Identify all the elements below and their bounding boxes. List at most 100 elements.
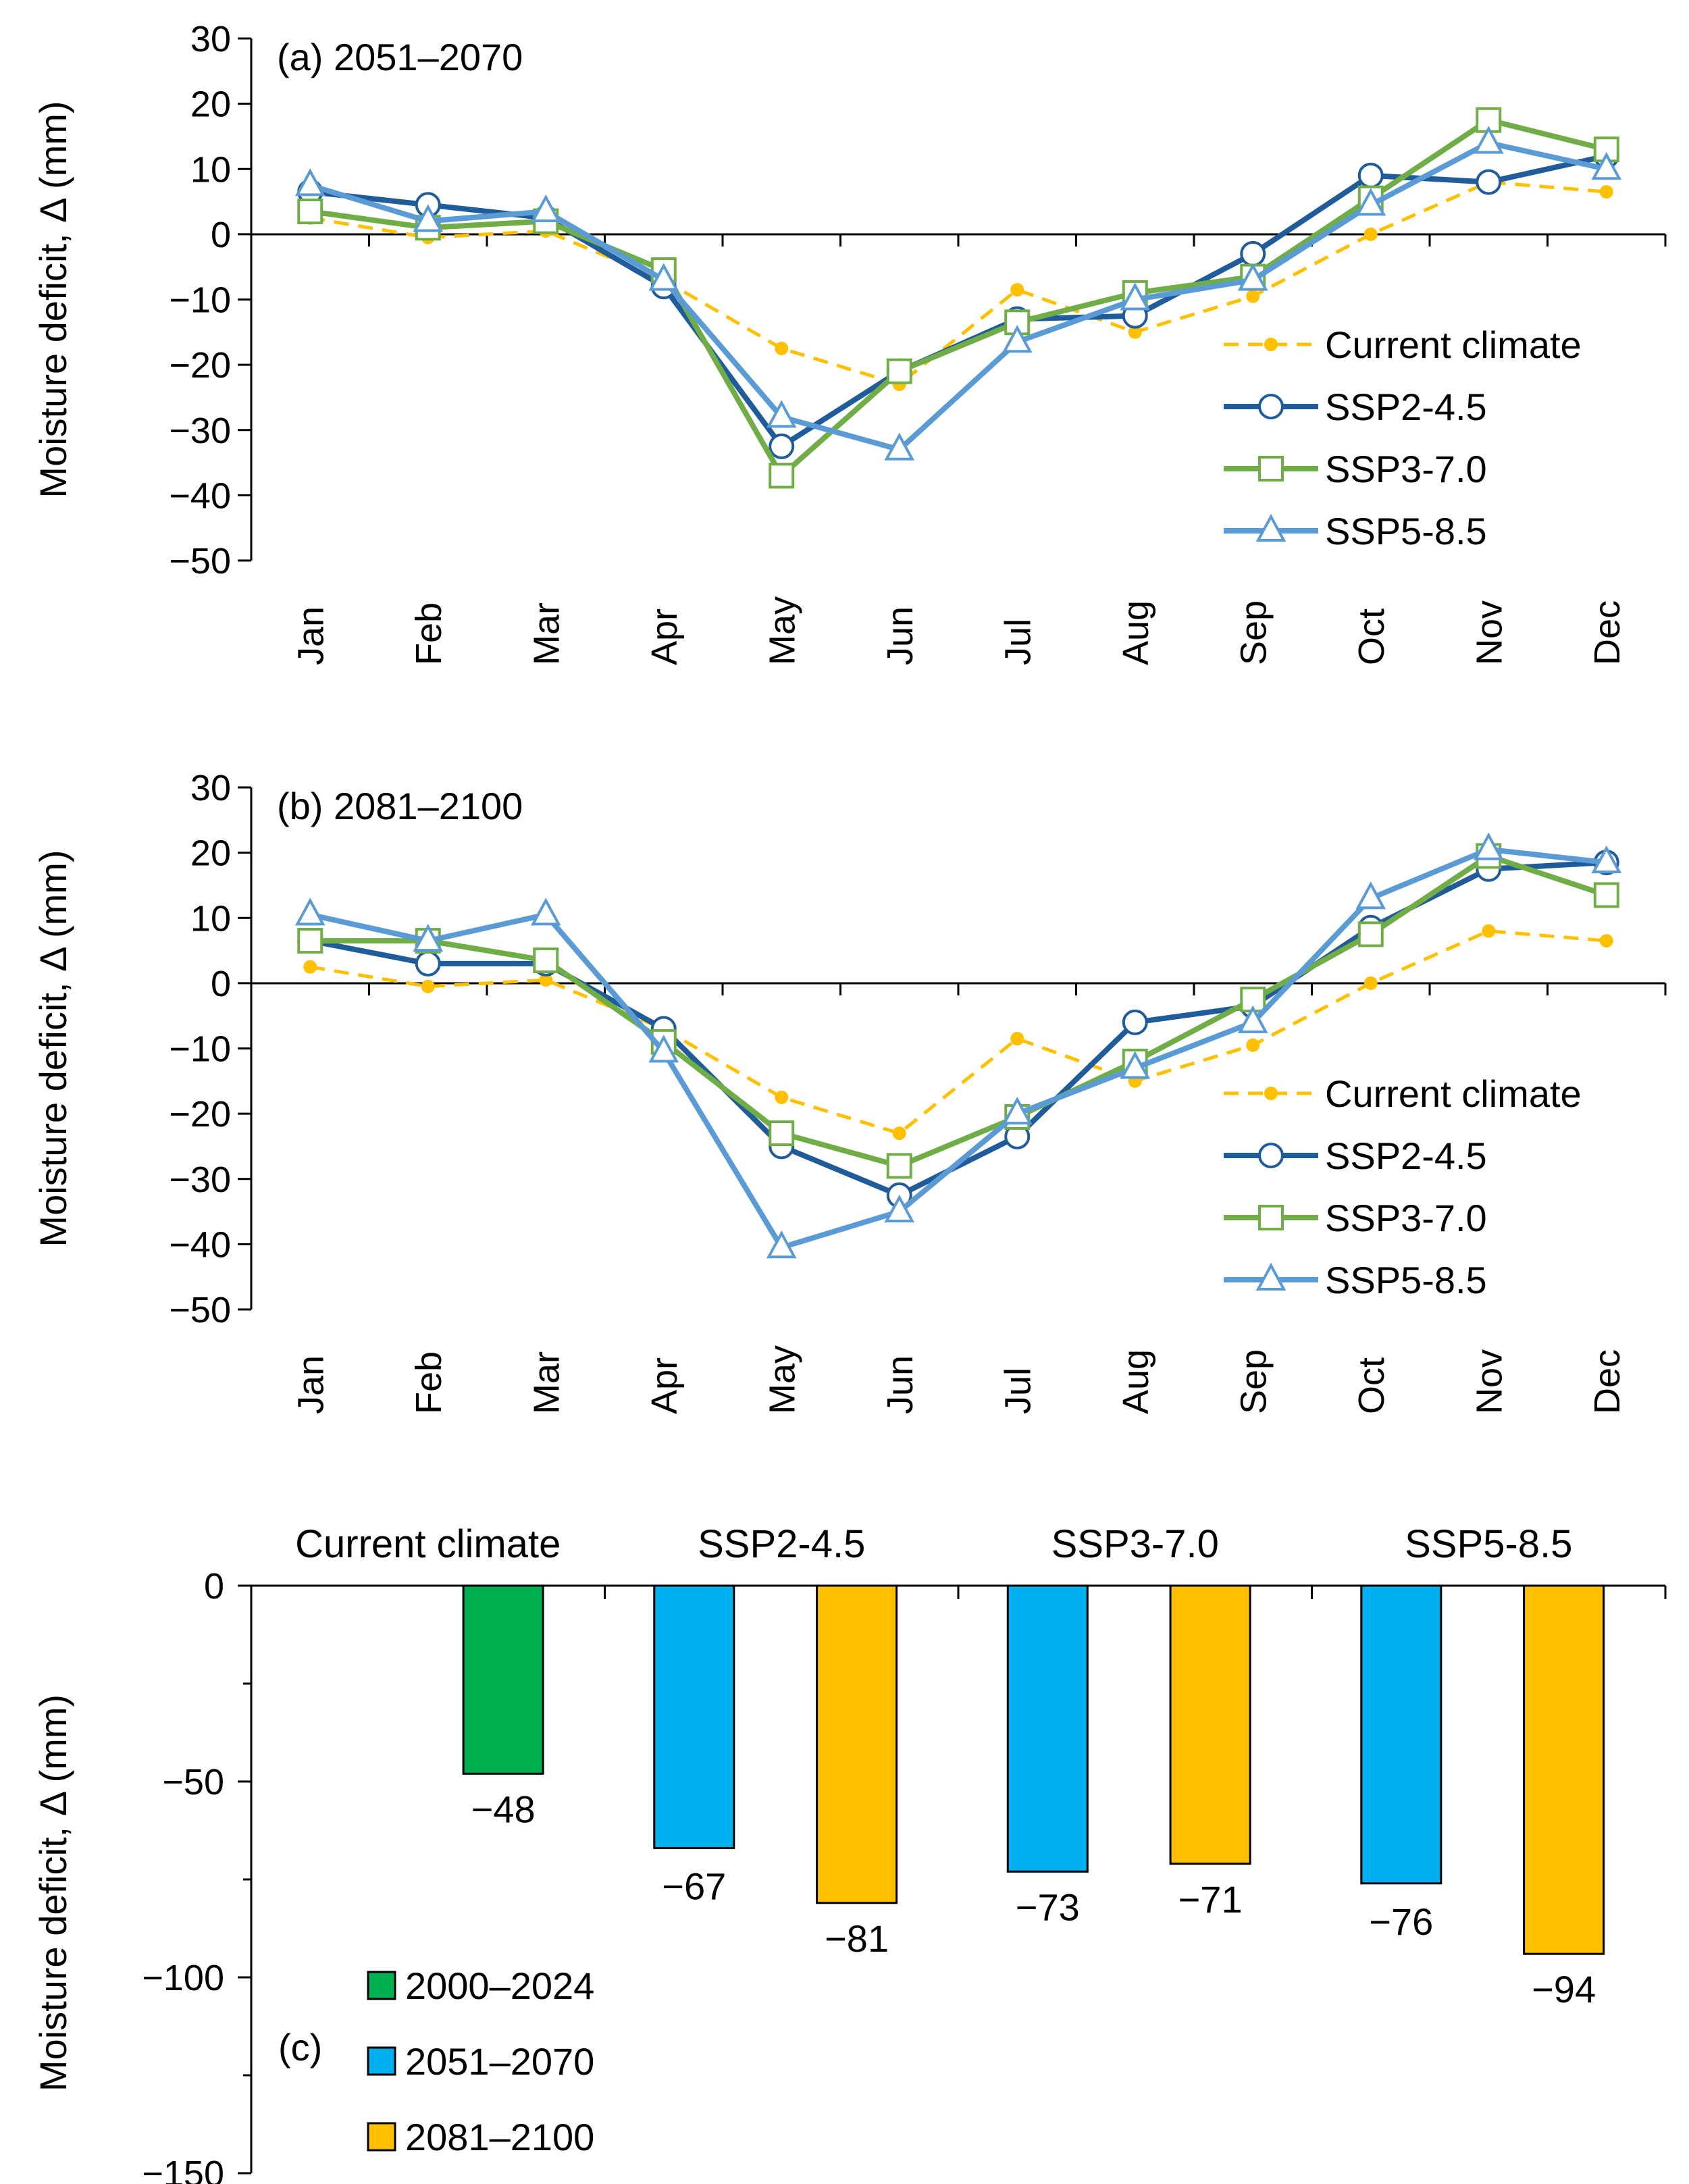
data-point-ssp5-8-5-jul xyxy=(1002,325,1033,353)
y-tick-label: −50 xyxy=(169,541,231,581)
data-point-current-climate-jan xyxy=(303,960,317,974)
legend-label-current-climate: Current climate xyxy=(1325,323,1582,366)
data-point-current-climate-dec xyxy=(1599,934,1613,948)
bar-2081-2100-ssp3-7-0 xyxy=(1169,1584,1251,1865)
data-point-ssp3-7-0-jun xyxy=(886,358,912,384)
series-line-ssp5-8-5 xyxy=(309,846,1607,1251)
y-tick-label: 30 xyxy=(190,19,231,59)
data-point-ssp5-8-5-jan xyxy=(294,898,326,926)
data-point-ssp2-4-5-oct xyxy=(1357,162,1384,188)
data-point-ssp5-8-5-may xyxy=(766,1230,797,1259)
data-point-current-climate-oct xyxy=(1363,976,1378,990)
y-tick-label: 20 xyxy=(190,833,231,874)
data-label-2081-2100-ssp5-8-5: −94 xyxy=(1532,1968,1596,2010)
y-tick-label: −50 xyxy=(169,1290,231,1330)
data-label-2051-2070-ssp2-4-5: −67 xyxy=(662,1865,726,1908)
series-ssp5-8-5 xyxy=(294,126,1622,461)
data-point-ssp5-8-5-aug xyxy=(1120,282,1151,311)
bar-2051-2070-ssp3-7-0 xyxy=(1006,1584,1089,1873)
x-tick-label-may: May xyxy=(762,596,802,665)
y-tick-label: −30 xyxy=(169,411,231,451)
x-tick-label-jul: Jul xyxy=(997,1368,1038,1414)
legend-label-ssp2-4-5: SSP2-4.5 xyxy=(1325,1135,1487,1177)
data-point-ssp3-7-0-jan xyxy=(297,928,323,954)
legend-marker-ssp2-4-5 xyxy=(1258,1143,1284,1168)
legend-marker-ssp3-7-0 xyxy=(1258,1205,1284,1230)
y-tick-label: −30 xyxy=(169,1160,231,1200)
y-axis-title: Moisture deficit, Δ (mm) xyxy=(32,1694,74,2091)
data-point-ssp5-8-5-jun xyxy=(884,432,915,461)
data-point-current-climate-may xyxy=(775,341,789,355)
bar-2051-2070-ssp5-8-5 xyxy=(1360,1584,1443,1885)
data-point-ssp5-8-5-oct xyxy=(1355,881,1386,910)
legend-label-current-climate: Current climate xyxy=(1325,1072,1582,1115)
series-ssp3-7-0 xyxy=(297,107,1619,489)
data-point-current-climate-sep xyxy=(1246,289,1260,303)
x-tick-label-aug: Aug xyxy=(1116,1349,1156,1414)
y-tick-label: −100 xyxy=(142,1958,224,1998)
data-point-ssp2-4-5-aug xyxy=(1122,1009,1148,1035)
x-tick-label-feb: Feb xyxy=(409,1351,449,1414)
y-tick-label: 10 xyxy=(190,149,231,190)
y-tick-label: 20 xyxy=(190,84,231,125)
data-point-ssp5-8-5-jul xyxy=(1002,1096,1033,1125)
data-point-current-climate-feb xyxy=(421,979,435,993)
panel-label: (c) xyxy=(278,2026,322,2069)
data-point-ssp5-8-5-apr xyxy=(648,263,679,291)
y-tick-label: −20 xyxy=(169,1094,231,1135)
data-label-2081-2100-ssp2-4-5: −81 xyxy=(825,1917,889,1960)
x-tick-label-sep: Sep xyxy=(1233,600,1274,665)
x-tick-label-jan: Jan xyxy=(290,1355,331,1414)
data-point-ssp5-8-5-sep xyxy=(1237,1005,1268,1033)
y-tick-label: 10 xyxy=(190,898,231,939)
y-axis-title: Moisture deficit, Δ (mm) xyxy=(32,850,74,1247)
legend-marker-ssp3-7-0 xyxy=(1258,456,1284,482)
group-label-ssp3-7-0: SSP3-7.0 xyxy=(1051,1522,1219,1566)
series-ssp3-7-0 xyxy=(297,843,1619,1179)
data-point-current-climate-nov xyxy=(1482,924,1496,938)
legend-label-ssp5-8-5: SSP5-8.5 xyxy=(1325,1259,1487,1301)
data-point-current-climate-mar xyxy=(539,973,553,987)
bar-2051-2070-ssp2-4-5 xyxy=(653,1584,735,1850)
data-point-ssp5-8-5-dec xyxy=(1591,152,1622,180)
data-point-current-climate-jul xyxy=(1010,283,1024,297)
x-tick-label-jun: Jun xyxy=(880,606,920,665)
legend-label-ssp3-7-0: SSP3-7.0 xyxy=(1325,1197,1487,1239)
data-point-ssp5-8-5-mar xyxy=(530,898,561,926)
data-point-ssp2-4-5-feb xyxy=(415,950,441,977)
y-tick-label: −50 xyxy=(162,1762,224,1802)
data-point-ssp5-8-5-nov xyxy=(1473,126,1504,154)
y-tick-label: 0 xyxy=(211,215,231,255)
data-point-ssp5-8-5-feb xyxy=(413,204,444,232)
data-point-ssp3-7-0-may xyxy=(769,463,795,489)
legend: Current climate SSP2-4.5 SSP3-7.0 SSP5-8.5 xyxy=(1224,1072,1582,1301)
data-point-ssp5-8-5-feb xyxy=(413,923,444,952)
x-tick-label-jun: Jun xyxy=(880,1355,920,1414)
data-point-ssp5-8-5-jan xyxy=(294,168,326,197)
data-point-ssp5-8-5-oct xyxy=(1355,188,1386,216)
data-point-ssp3-7-0-jun xyxy=(886,1153,912,1179)
x-tick-label-mar: Mar xyxy=(526,1351,567,1414)
legend-swatch-2081-2100 xyxy=(367,2122,396,2152)
y-tick-label: −10 xyxy=(169,1029,231,1070)
data-label-2081-2100-ssp3-7-0: −71 xyxy=(1178,1878,1243,1921)
y-tick-label: −150 xyxy=(142,2154,224,2184)
group-label-current-climate: Current climate xyxy=(295,1522,561,1566)
data-point-current-climate-jul xyxy=(1010,1032,1024,1046)
data-point-current-climate-sep xyxy=(1246,1038,1260,1052)
legend-label-2051-2070: 2051–2070 xyxy=(405,2040,594,2083)
x-tick-label-sep: Sep xyxy=(1233,1349,1274,1414)
group-label-ssp2-4-5: SSP2-4.5 xyxy=(698,1522,865,1566)
legend-marker-current-climate xyxy=(1264,1087,1278,1100)
x-tick-label-jan: Jan xyxy=(290,606,331,665)
legend-label-ssp3-7-0: SSP3-7.0 xyxy=(1325,448,1487,490)
legend: Current climate SSP2-4.5 SSP3-7.0 SSP5-8.5 xyxy=(1224,323,1582,552)
data-point-ssp2-4-5-may xyxy=(769,433,795,459)
y-tick-label: −40 xyxy=(169,1224,231,1265)
legend-marker-ssp5-8-5 xyxy=(1255,1262,1287,1291)
x-tick-label-may: May xyxy=(762,1345,802,1414)
x-tick-label-oct: Oct xyxy=(1351,1357,1392,1414)
legend-marker-ssp5-8-5 xyxy=(1255,513,1287,542)
data-point-current-climate-oct xyxy=(1363,227,1378,241)
